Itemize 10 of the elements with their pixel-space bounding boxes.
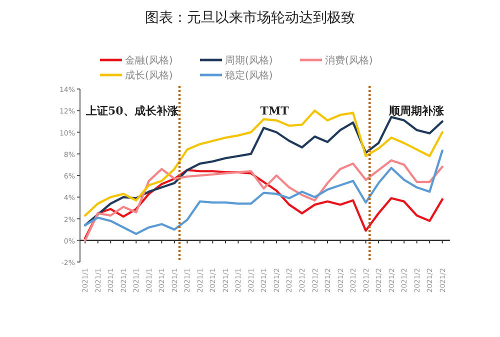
chart-title: 图表：元旦以来市场轮动达到极致 [145, 10, 355, 26]
legend-label: 金融(风格) [125, 54, 173, 66]
legend-label: 成长(风格) [125, 70, 173, 82]
legend-label: 周期(风格) [225, 54, 273, 66]
legend-label: 消费(风格) [325, 54, 373, 66]
annotation: TMT [260, 104, 290, 118]
line-series [84, 150, 444, 235]
legend-label: 稳定(风格) [225, 70, 273, 82]
annotation: 上证50、成长补涨 [85, 104, 180, 118]
annotation: 顺周期补涨 [388, 104, 445, 118]
